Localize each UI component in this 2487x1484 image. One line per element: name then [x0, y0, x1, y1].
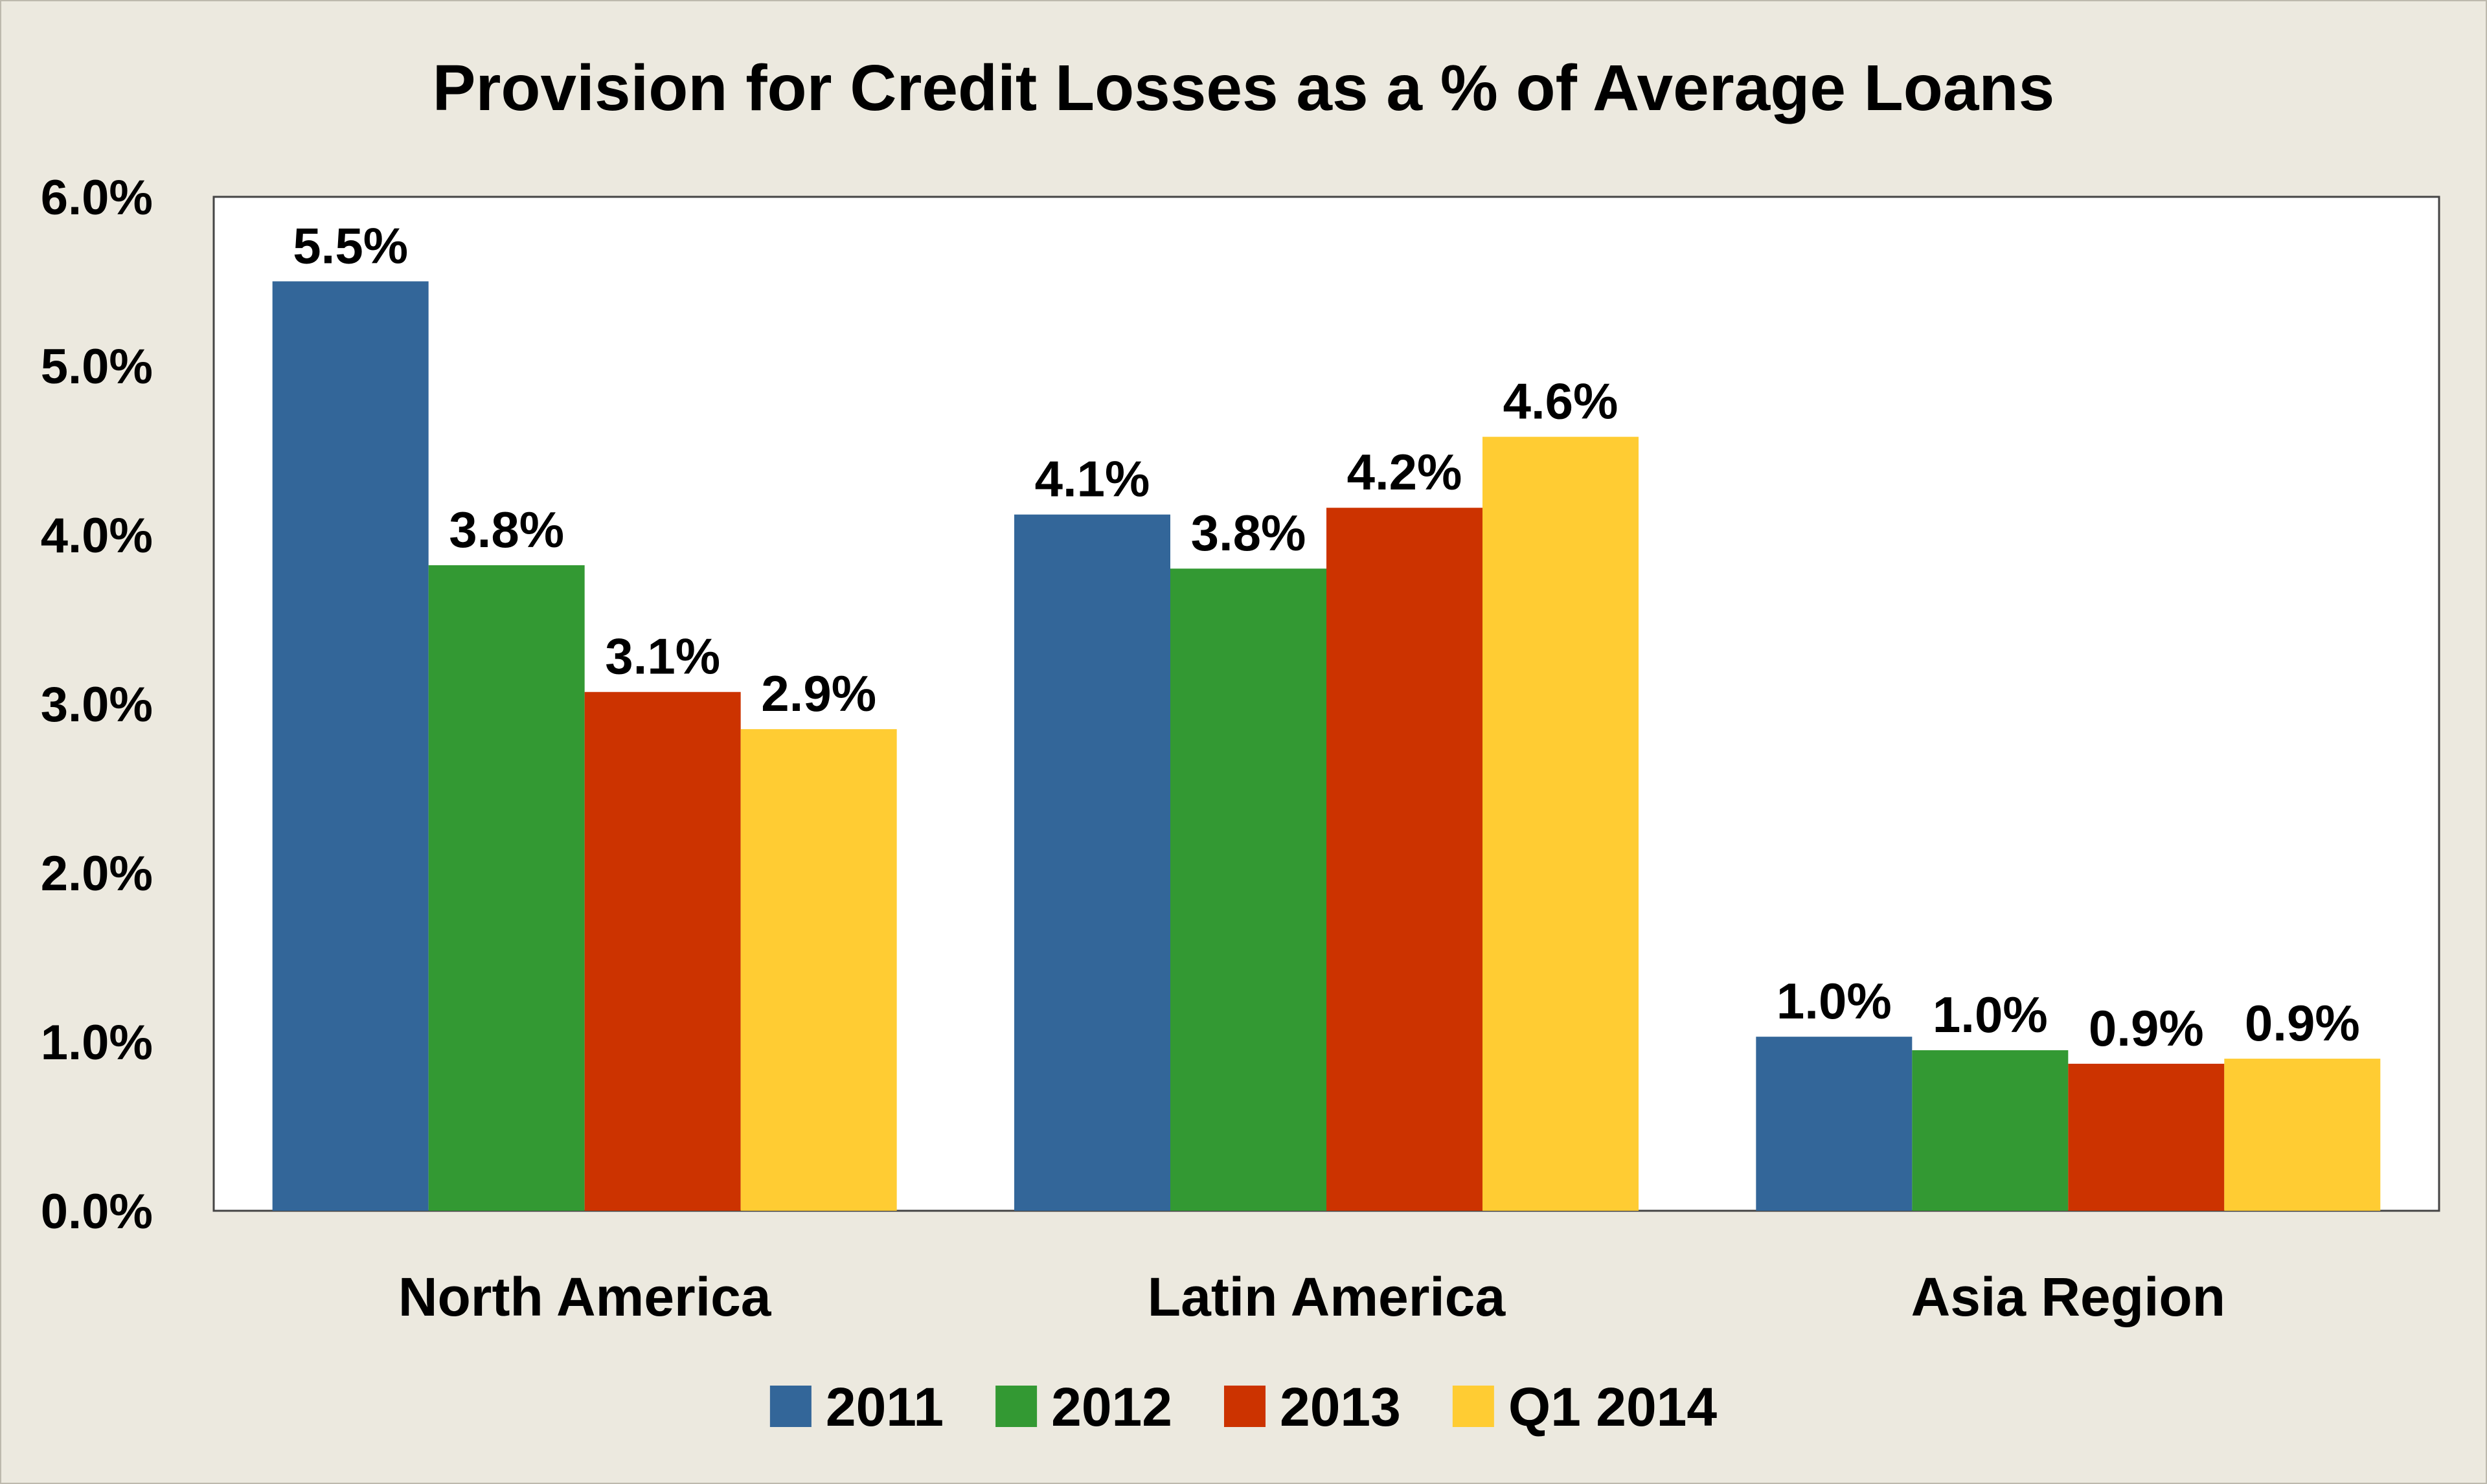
- bar-2013-latin-america: [1326, 508, 1482, 1211]
- data-label: 3.1%: [605, 628, 720, 685]
- chart-title: Provision for Credit Losses as a % of Av…: [433, 52, 2054, 124]
- data-label: 3.8%: [449, 501, 564, 558]
- data-label: 1.0%: [1933, 986, 2048, 1043]
- data-label: 0.9%: [2089, 1000, 2204, 1057]
- legend-swatch: [769, 1386, 812, 1427]
- bar-2011-latin-america: [1014, 514, 1170, 1211]
- legend-swatch: [1452, 1386, 1494, 1427]
- y-tick-label: 2.0%: [41, 846, 153, 901]
- bar-2012-asia-region: [1912, 1050, 2069, 1211]
- x-category-label: Latin America: [1148, 1266, 1506, 1327]
- y-tick-label: 3.0%: [41, 677, 153, 732]
- y-tick-label: 6.0%: [41, 170, 153, 225]
- y-axis: 0.0% 1.0% 2.0% 3.0% 4.0% 5.0% 6.0%: [41, 170, 153, 1239]
- data-label: 4.1%: [1035, 451, 1150, 508]
- bar-2013-asia-region: [2068, 1063, 2225, 1211]
- bar-q1-2014-asia-region: [2224, 1059, 2381, 1211]
- legend-swatch: [995, 1386, 1038, 1427]
- legend-item: 2011: [769, 1377, 944, 1437]
- legend-label: 2011: [826, 1377, 944, 1437]
- y-tick-label: 5.0%: [41, 339, 153, 394]
- x-category-label: North America: [398, 1266, 772, 1327]
- bar-q1-2014-latin-america: [1482, 436, 1639, 1211]
- data-label: 4.2%: [1347, 444, 1462, 500]
- bar-2012-north-america: [428, 565, 585, 1211]
- bar-2013-north-america: [584, 691, 741, 1211]
- bars-group: [272, 281, 2381, 1211]
- bar-2011-asia-region: [1756, 1037, 1913, 1211]
- legend-item: 2013: [1223, 1377, 1401, 1437]
- legend: 2011 2012 2013 Q1 2014: [769, 1377, 1718, 1437]
- data-label: 1.0%: [1777, 972, 1892, 1029]
- legend-item: Q1 2014: [1452, 1377, 1718, 1437]
- data-label: 4.6%: [1503, 373, 1618, 430]
- y-tick-label: 4.0%: [41, 508, 153, 563]
- data-label: 0.9%: [2245, 995, 2360, 1051]
- legend-item: 2012: [995, 1377, 1172, 1437]
- x-axis: North America Latin America Asia Region: [398, 1266, 2225, 1327]
- legend-label: Q1 2014: [1508, 1377, 1718, 1437]
- bar-2012-latin-america: [1170, 568, 1326, 1211]
- data-label: 3.8%: [1191, 504, 1306, 561]
- data-label: 2.9%: [761, 665, 876, 722]
- data-label: 5.5%: [293, 218, 408, 275]
- y-tick-label: 0.0%: [41, 1184, 153, 1239]
- data-labels-group: 5.5% 3.8% 3.1% 2.9% 4.1% 3.8% 4.2% 4.6% 1.0% 1.0%…: [293, 218, 2359, 1057]
- legend-label: 2012: [1051, 1377, 1172, 1437]
- y-tick-label: 1.0%: [41, 1015, 153, 1070]
- legend-label: 2013: [1280, 1377, 1401, 1437]
- x-category-label: Asia Region: [1911, 1266, 2225, 1327]
- legend-swatch: [1223, 1386, 1266, 1427]
- bar-2011-north-america: [272, 281, 429, 1211]
- bar-q1-2014-north-america: [740, 729, 897, 1211]
